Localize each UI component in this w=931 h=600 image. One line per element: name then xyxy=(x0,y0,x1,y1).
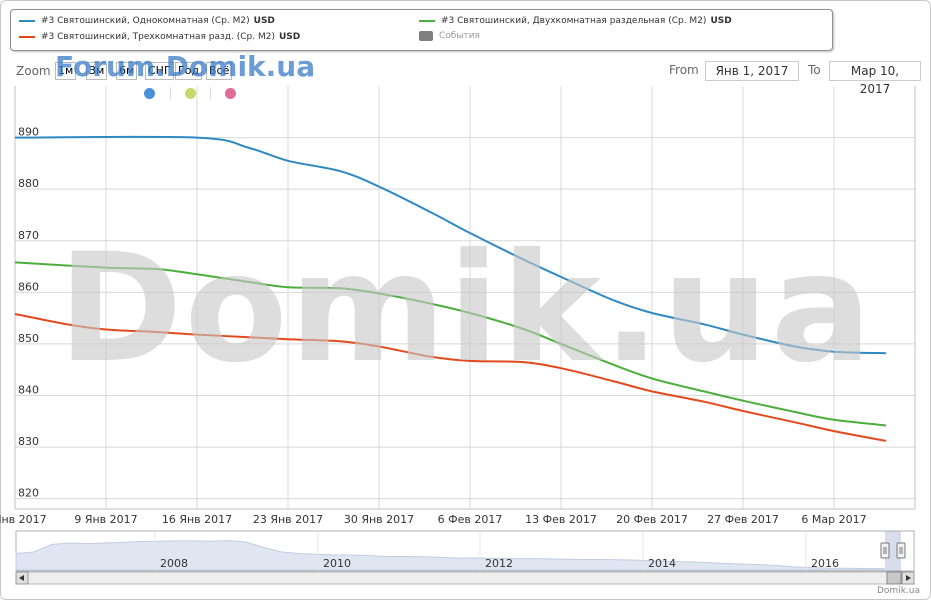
y-tick-label: 880 xyxy=(18,177,39,190)
navigator-year-label: 2008 xyxy=(160,557,188,570)
from-date-input[interactable]: Янв 1, 2017 xyxy=(705,61,799,81)
x-tick-label: 20 Фев 2017 xyxy=(616,513,688,526)
navigator-year-label: 2010 xyxy=(323,557,351,570)
marker-dot-pink[interactable] xyxy=(225,88,236,99)
navigator-scrollbar xyxy=(15,571,915,585)
zoom-year-button[interactable]: Год xyxy=(175,62,203,80)
x-tick-label: 30 Янв 2017 xyxy=(344,513,414,526)
legend-line-icon xyxy=(19,20,35,22)
to-date-input[interactable]: Мар 10, 2017 xyxy=(829,61,921,96)
marker-separator xyxy=(170,87,171,100)
x-tick-label: 13 Фев 2017 xyxy=(525,513,597,526)
legend-unit: USD xyxy=(278,32,301,42)
marker-separator xyxy=(210,87,211,100)
x-tick-label: 6 Мар 2017 xyxy=(801,513,866,526)
navigator-handle[interactable] xyxy=(880,542,890,559)
zoom-6m-button[interactable]: 6м xyxy=(116,62,138,80)
navigator-overview-area xyxy=(15,540,885,571)
legend-label: #3 Святошинский, Трехкомнатная разд. (Ср… xyxy=(41,32,275,42)
y-tick-label: 830 xyxy=(18,435,39,448)
navigator-year-label: 2016 xyxy=(811,557,839,570)
y-tick-label: 870 xyxy=(18,229,39,242)
legend-item-two-room[interactable]: #3 Святошинский, Двухкомнатная раздельна… xyxy=(419,16,732,26)
series-line-1 xyxy=(14,261,887,427)
watermark-forum: Forum.Domik.ua xyxy=(55,50,316,83)
y-tick-label: 820 xyxy=(18,487,39,500)
events-box-icon xyxy=(419,31,433,41)
zoom-1m-button[interactable]: 1м xyxy=(55,62,77,80)
navigator-selection[interactable] xyxy=(885,531,901,571)
legend-label: События xyxy=(439,31,480,41)
y-tick-label: 840 xyxy=(18,384,39,397)
chart-legend: #3 Святошинский, Однокомнатная (Ср. М2) … xyxy=(10,9,833,51)
x-tick-label: 9 Янв 2017 xyxy=(74,513,137,526)
legend-item-three-room[interactable]: #3 Святошинский, Трехкомнатная разд. (Ср… xyxy=(19,32,300,42)
to-label: To xyxy=(808,63,821,77)
y-tick-label: 850 xyxy=(18,332,39,345)
zoom-all-button[interactable]: Всё xyxy=(206,62,233,80)
legend-line-icon xyxy=(19,36,35,38)
from-label: From xyxy=(669,63,699,77)
zoom-3m-button[interactable]: 3м xyxy=(86,62,108,80)
x-tick-label: 16 Янв 2017 xyxy=(162,513,232,526)
x-tick-label: 2 Янв 2017 xyxy=(0,513,47,526)
scroll-left-arrow-icon[interactable] xyxy=(19,575,24,581)
legend-line-icon xyxy=(419,20,435,22)
x-tick-label: 23 Янв 2017 xyxy=(253,513,323,526)
x-tick-label: 27 Фев 2017 xyxy=(707,513,779,526)
marker-dot-blue[interactable] xyxy=(144,88,155,99)
legend-item-events[interactable]: События xyxy=(419,31,480,41)
scroll-right-arrow-icon[interactable] xyxy=(906,575,911,581)
legend-item-one-room[interactable]: #3 Святошинский, Однокомнатная (Ср. М2) … xyxy=(19,16,275,26)
legend-unit: USD xyxy=(710,16,732,26)
zoom-ytd-button[interactable]: СНГ xyxy=(145,62,174,80)
series-line-2 xyxy=(14,313,887,442)
scrollbar-thumb[interactable] xyxy=(886,571,902,585)
zoom-label: Zoom xyxy=(16,64,51,78)
credit-link[interactable]: Domik.ua xyxy=(877,586,920,596)
legend-unit: USD xyxy=(253,16,275,26)
legend-label: #3 Святошинский, Двухкомнатная раздельна… xyxy=(441,16,707,26)
legend-label: #3 Святошинский, Однокомнатная (Ср. М2) xyxy=(41,16,250,26)
x-tick-label: 6 Фев 2017 xyxy=(438,513,503,526)
navigator-year-label: 2014 xyxy=(648,557,676,570)
series-line-0 xyxy=(14,135,887,355)
navigator-year-label: 2012 xyxy=(485,557,513,570)
navigator-handle[interactable] xyxy=(896,542,906,559)
y-tick-label: 860 xyxy=(18,280,39,293)
y-tick-label: 890 xyxy=(18,126,39,139)
watermark-domik: Domik.ua xyxy=(58,222,875,396)
marker-dot-yellow[interactable] xyxy=(185,88,196,99)
